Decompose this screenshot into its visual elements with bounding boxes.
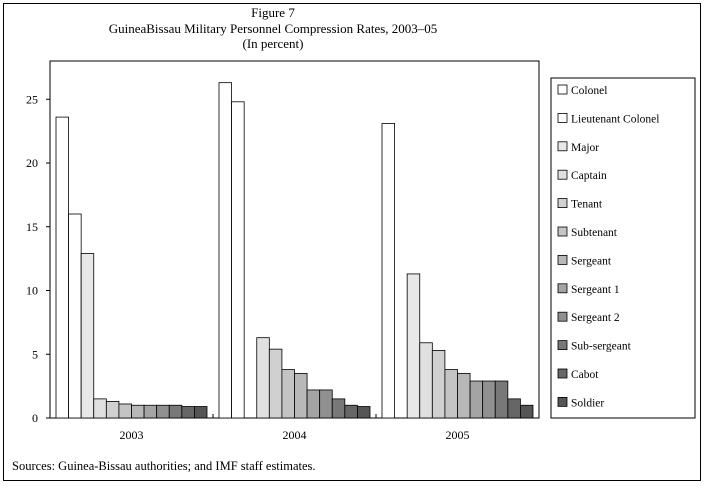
- legend-entry: Sergeant 1: [571, 284, 620, 296]
- bar: [520, 404, 534, 419]
- source-note: Sources: Guinea-Bissau authorities; and …: [12, 459, 316, 473]
- bar: [469, 380, 484, 419]
- chart-title: GuineaBissau Military Personnel Compress…: [109, 21, 438, 36]
- bar: [55, 116, 69, 419]
- bar: [218, 82, 232, 419]
- legend: Colonel Lieutenant Colonel Major Captain Ten…: [557, 84, 659, 409]
- legend-swatch: [557, 141, 568, 152]
- legend-entry: Sub-sergeant: [571, 341, 632, 353]
- bar: [306, 389, 321, 419]
- bar: [131, 404, 145, 419]
- plot-area: [49, 60, 540, 419]
- legend-entry: Lieutenant Colonel: [571, 113, 659, 125]
- bar: [419, 342, 433, 419]
- bar: [494, 380, 509, 419]
- y-tick-label: 5: [32, 347, 38, 361]
- bar: [281, 369, 295, 419]
- x-tick-label: 2004: [283, 428, 307, 442]
- figure-frame: [3, 3, 701, 481]
- y-tick-label: 20: [26, 156, 38, 170]
- bar: [93, 398, 107, 419]
- legend-entry: Cabot: [571, 369, 599, 381]
- bar: [482, 380, 496, 419]
- figure-label: Figure 7: [251, 5, 295, 20]
- bar: [181, 406, 195, 419]
- legend-entry: Subtenant: [571, 227, 618, 239]
- bar: [406, 273, 421, 419]
- bar: [431, 350, 446, 419]
- bar: [194, 406, 208, 419]
- chart-subtitle: (In percent): [243, 36, 304, 51]
- legend-entry: Sergeant: [571, 255, 612, 267]
- bar: [294, 372, 308, 419]
- y-axis: 0 5 10 15 20 25: [26, 92, 50, 425]
- bar: [357, 406, 371, 419]
- legend-swatch: [557, 226, 568, 237]
- bar: [457, 372, 471, 419]
- legend-swatch: [557, 283, 568, 294]
- bar: [231, 101, 245, 419]
- bar: [256, 337, 270, 419]
- x-axis: 2003 2004 2005: [120, 414, 470, 442]
- bar: [381, 123, 395, 419]
- y-tick-label: 10: [26, 284, 38, 298]
- x-tick-label: 2005: [446, 428, 470, 442]
- legend-swatch: [557, 198, 568, 209]
- legend-swatch: [557, 254, 568, 265]
- bar: [444, 369, 458, 419]
- legend-swatch: [557, 340, 568, 351]
- legend-swatch: [557, 396, 568, 407]
- bar: [168, 404, 183, 419]
- legend-entry: Major: [571, 142, 599, 154]
- x-tick-label: 2003: [120, 428, 144, 442]
- legend-entry: Tenant: [571, 199, 603, 211]
- legend-swatch: [557, 113, 568, 123]
- legend-swatch: [557, 311, 568, 322]
- legend-swatch: [557, 368, 568, 379]
- bar: [331, 398, 346, 419]
- bar: [118, 403, 132, 419]
- legend-swatch: [557, 84, 568, 95]
- bar-series-group: [55, 82, 534, 419]
- legend-box: [550, 77, 696, 419]
- bar: [68, 213, 82, 419]
- bar: [507, 398, 521, 419]
- y-tick-label: 15: [26, 220, 38, 234]
- bar: [105, 401, 120, 419]
- y-tick-label: 0: [32, 411, 38, 425]
- y-tick-label: 25: [26, 92, 38, 106]
- bar: [344, 404, 358, 419]
- bar: [143, 404, 158, 419]
- legend-entry: Captain: [571, 170, 607, 182]
- bar: [319, 389, 333, 419]
- bar: [268, 348, 283, 419]
- legend-entry: Sergeant 2: [571, 312, 620, 324]
- bar: [156, 404, 170, 419]
- legend-entry: Soldier: [571, 397, 604, 409]
- legend-entry: Colonel: [571, 85, 607, 97]
- bar: [80, 253, 95, 419]
- legend-swatch: [557, 169, 568, 180]
